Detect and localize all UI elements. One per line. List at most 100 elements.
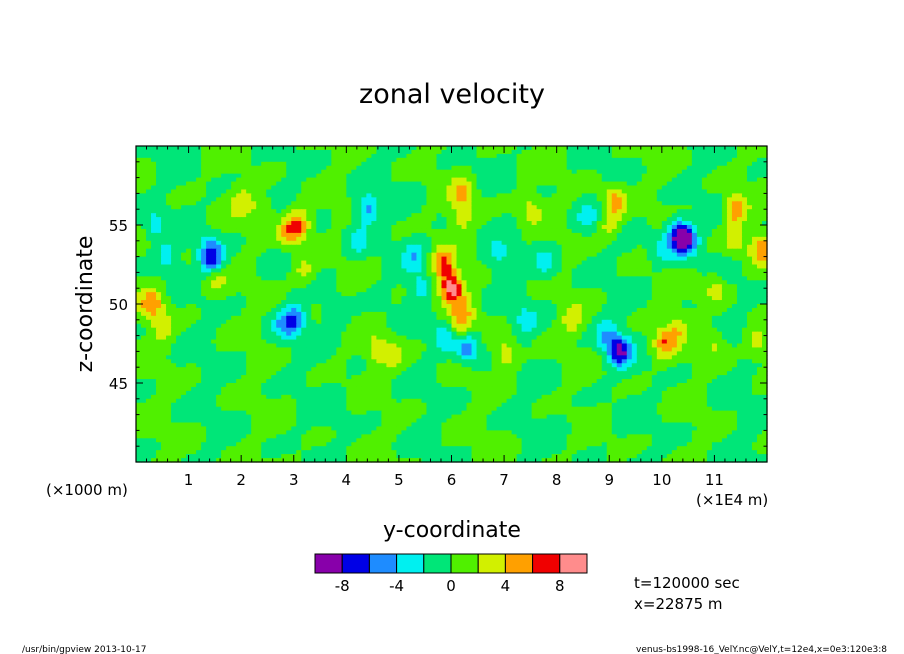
heatmap-cell [451, 284, 458, 289]
heatmap-cell [386, 205, 393, 210]
heatmap-cell [281, 189, 287, 194]
heatmap-cell [461, 177, 468, 183]
heatmap-cell [521, 276, 528, 281]
heatmap-cell [206, 189, 212, 194]
heatmap-cell [511, 252, 518, 258]
heatmap-cell [546, 232, 553, 238]
heatmap-cell [451, 252, 458, 258]
heatmap-cell [496, 276, 503, 281]
heatmap-cell [381, 197, 387, 202]
heatmap-cell [321, 272, 327, 277]
heatmap-cell [441, 240, 448, 246]
heatmap-cell [506, 248, 513, 254]
heatmap-cell [321, 288, 327, 293]
heatmap-cell [451, 189, 458, 194]
heatmap-cell [206, 228, 212, 234]
heatmap-cell [671, 225, 678, 230]
heatmap-cell [371, 240, 377, 246]
heatmap-cell [621, 244, 628, 250]
heatmap-cell [451, 201, 458, 206]
heatmap-cell [281, 300, 287, 305]
heatmap-cell [336, 189, 342, 194]
heatmap-cell [461, 228, 468, 234]
heatmap-cell [241, 197, 247, 202]
heatmap-cell [196, 177, 202, 183]
heatmap-cell [401, 189, 408, 194]
heatmap-cell [756, 268, 763, 273]
heatmap-cell [146, 149, 152, 155]
heatmap-cell [596, 292, 603, 297]
heatmap-cell [576, 232, 583, 238]
heatmap-cell [756, 288, 763, 293]
heatmap-cell [161, 165, 167, 171]
heatmap-cell [456, 280, 463, 285]
heatmap-cell [146, 225, 152, 230]
heatmap-cell [606, 240, 613, 246]
heatmap-cell [636, 146, 643, 151]
heatmap-cell [676, 260, 683, 266]
heatmap-cell [506, 296, 513, 301]
heatmap-cell [136, 268, 142, 273]
heatmap-cell [171, 177, 177, 183]
heatmap-cell [626, 256, 633, 262]
heatmap-cell [251, 276, 257, 281]
heatmap-cell [406, 149, 413, 155]
heatmap-cell [226, 221, 232, 226]
heatmap-cell [461, 169, 468, 175]
heatmap-cell [386, 181, 393, 187]
heatmap-cell [706, 149, 713, 155]
heatmap-cell [486, 193, 493, 198]
heatmap-cell [551, 264, 558, 270]
heatmap-cell [706, 217, 713, 222]
heatmap-cell [256, 169, 262, 175]
heatmap-cell [721, 264, 728, 270]
heatmap-cell [721, 276, 728, 281]
heatmap-cell [726, 221, 733, 226]
heatmap-cell [561, 217, 568, 222]
heatmap-cell [221, 201, 227, 206]
heatmap-cell [376, 292, 382, 297]
heatmap-cell [291, 248, 297, 254]
heatmap-cell [251, 264, 257, 270]
heatmap-cell [231, 248, 237, 254]
heatmap-cell [541, 268, 548, 273]
heatmap-cell [471, 177, 478, 183]
heatmap-cell [261, 244, 267, 250]
heatmap-cell [461, 213, 468, 218]
heatmap-cell [251, 280, 257, 285]
heatmap-cell [326, 264, 332, 270]
heatmap-cell [561, 205, 568, 210]
heatmap-cell [406, 252, 413, 258]
heatmap-cell [756, 256, 763, 262]
heatmap-cell [141, 169, 147, 175]
heatmap-cell [296, 268, 302, 273]
heatmap-cell [726, 181, 733, 187]
heatmap-cell [341, 201, 347, 206]
heatmap-cell [726, 228, 733, 234]
heatmap-cell [461, 173, 468, 179]
heatmap-cell [706, 228, 713, 234]
heatmap-cell [216, 256, 222, 262]
heatmap-cell [326, 209, 332, 214]
heatmap-cell [201, 264, 207, 270]
heatmap-cell [386, 264, 393, 270]
heatmap-cell [136, 173, 142, 179]
heatmap-cell [621, 280, 628, 285]
heatmap-cell [456, 173, 463, 179]
heatmap-cell [156, 236, 162, 242]
heatmap-cell [571, 197, 578, 202]
heatmap-cell [496, 225, 503, 230]
heatmap-cell [571, 252, 578, 258]
heatmap-cell [276, 201, 282, 206]
heatmap-cell [401, 173, 408, 179]
heatmap-cell [391, 268, 398, 273]
heatmap-cell [611, 213, 618, 218]
heatmap-cell [636, 213, 643, 218]
heatmap-cell [331, 189, 337, 194]
heatmap-cell [681, 288, 688, 293]
heatmap-cell [476, 165, 483, 171]
heatmap-cell [211, 221, 217, 226]
heatmap-cell [166, 300, 172, 305]
heatmap-cell [676, 217, 683, 222]
heatmap-cell [366, 264, 372, 270]
